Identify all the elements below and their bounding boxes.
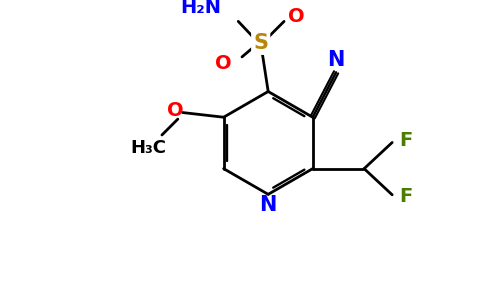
Text: H₂N: H₂N xyxy=(181,0,222,17)
Text: F: F xyxy=(400,187,413,206)
Text: S: S xyxy=(253,33,268,53)
Text: F: F xyxy=(400,131,413,150)
Text: N: N xyxy=(259,195,277,214)
Text: N: N xyxy=(327,50,345,70)
Text: H₃C: H₃C xyxy=(131,139,167,157)
Text: O: O xyxy=(288,7,304,26)
Text: O: O xyxy=(166,101,183,120)
Text: O: O xyxy=(215,54,232,73)
